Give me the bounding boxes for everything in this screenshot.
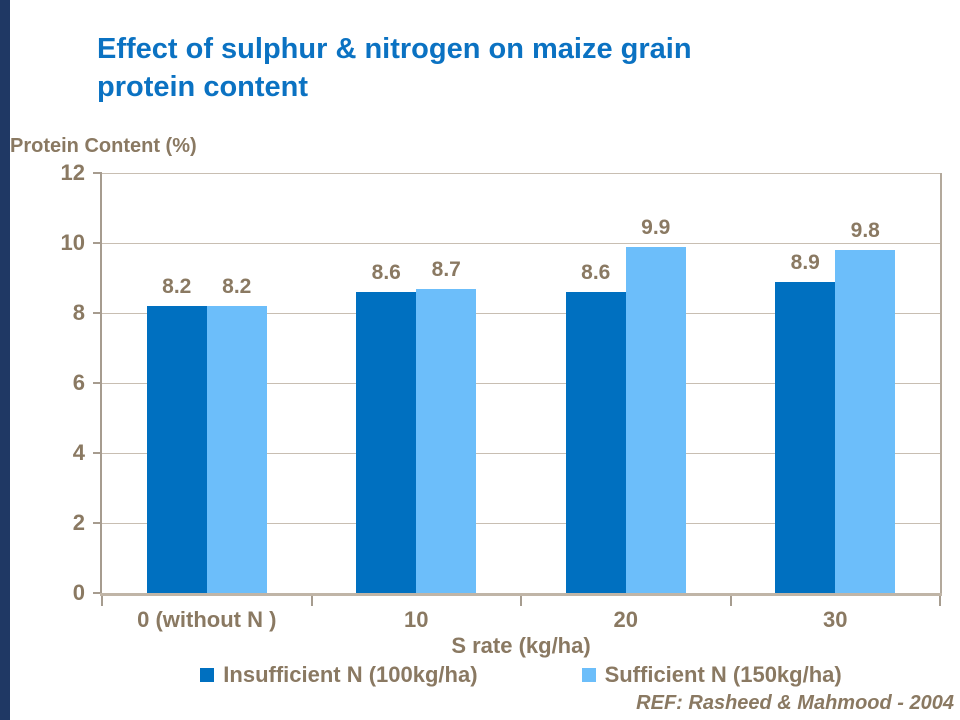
bar-value-label: 8.7 bbox=[431, 257, 461, 281]
left-accent-bar bbox=[0, 0, 10, 720]
y-axis-tick bbox=[93, 592, 102, 594]
legend-label: Insufficient N (100kg/ha) bbox=[223, 662, 478, 687]
y-tick-label: 8 bbox=[72, 300, 85, 325]
y-axis-tick bbox=[93, 312, 102, 314]
y-tick-label: 6 bbox=[72, 370, 85, 395]
x-axis-tick bbox=[101, 596, 103, 606]
reference-citation: REF: Rasheed & Mahmood - 2004 bbox=[636, 692, 954, 714]
gridline bbox=[102, 452, 940, 454]
chart-legend: Insufficient N (100kg/ha) Sufficient N (1… bbox=[102, 662, 940, 688]
page-title-line2: protein content bbox=[97, 71, 309, 103]
gridline bbox=[102, 382, 940, 384]
bar-value-label: 9.9 bbox=[641, 215, 671, 239]
bar-value-label: 9.8 bbox=[850, 219, 880, 242]
x-category-label: 10 bbox=[404, 607, 429, 632]
x-category-label: 0 (without N ) bbox=[137, 607, 277, 632]
y-tick-label: 2 bbox=[72, 510, 85, 535]
y-axis-title: Protein Content (%) bbox=[10, 135, 197, 157]
y-tick-label: 0 bbox=[72, 580, 85, 605]
y-tick-label: 10 bbox=[60, 230, 85, 255]
y-axis-tick bbox=[93, 452, 102, 454]
y-tick-label: 12 bbox=[60, 160, 85, 185]
y-axis-tick bbox=[93, 172, 102, 174]
legend-item: Sufficient N (150kg/ha) bbox=[581, 662, 842, 688]
bar bbox=[416, 288, 477, 593]
bar-value-label: 8.2 bbox=[162, 275, 192, 298]
x-axis-tick bbox=[939, 596, 941, 606]
legend-label: Sufficient N (150kg/ha) bbox=[604, 662, 842, 687]
legend-item: Insufficient N (100kg/ha) bbox=[200, 662, 478, 688]
x-axis-line bbox=[100, 593, 942, 596]
bar-value-label: 8.6 bbox=[581, 261, 611, 284]
bar-value-label: 8.9 bbox=[790, 250, 820, 274]
x-axis-title: S rate (kg/ha) bbox=[451, 633, 591, 658]
x-category-label: 20 bbox=[613, 607, 638, 632]
x-axis-tick bbox=[520, 596, 522, 606]
y-tick-label: 4 bbox=[72, 440, 85, 465]
bar-value-label: 8.2 bbox=[222, 275, 252, 298]
plot-right-border bbox=[940, 173, 942, 596]
bar bbox=[206, 306, 267, 593]
gridline bbox=[102, 522, 940, 524]
legend-swatch bbox=[200, 668, 215, 682]
legend-swatch bbox=[581, 668, 596, 682]
bar bbox=[146, 306, 207, 593]
page-title-line1: Effect of sulphur & nitrogen on maize gr… bbox=[97, 33, 692, 65]
gridline bbox=[102, 242, 940, 244]
y-axis-tick bbox=[93, 522, 102, 524]
x-category-label: 30 bbox=[823, 607, 848, 632]
bar bbox=[775, 281, 836, 593]
y-axis-tick bbox=[93, 242, 102, 244]
y-axis-line bbox=[100, 173, 102, 596]
x-axis-tick bbox=[729, 596, 732, 606]
x-axis-tick bbox=[310, 596, 313, 606]
gridline bbox=[102, 172, 940, 174]
page-title: Effect of sulphur & nitrogen on maize gr… bbox=[97, 30, 837, 106]
bar bbox=[356, 292, 417, 593]
y-axis-tick bbox=[93, 382, 102, 384]
bar-value-label: 8.6 bbox=[371, 261, 401, 284]
bar bbox=[835, 250, 896, 593]
gridline bbox=[102, 312, 940, 314]
bar bbox=[625, 246, 686, 593]
bar bbox=[565, 292, 626, 593]
